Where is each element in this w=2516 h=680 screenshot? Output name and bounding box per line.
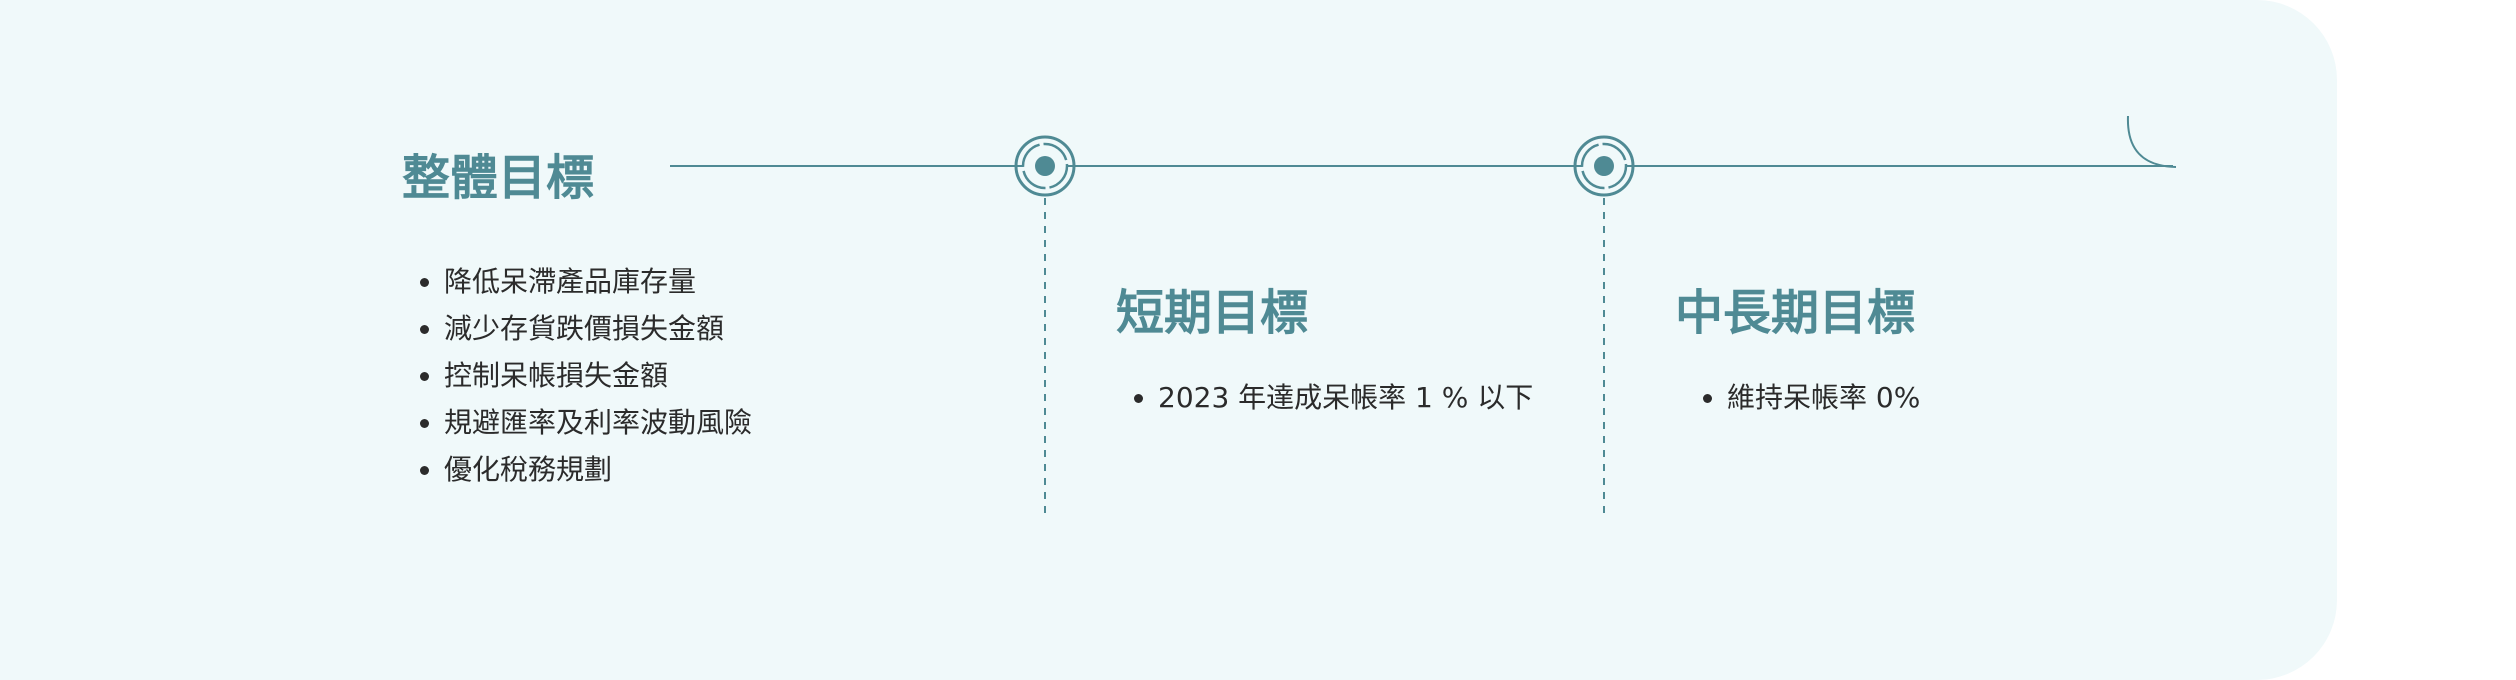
timeline-node-1 [1014, 135, 1076, 197]
list-item: 降低呆滯產品庫存量 [444, 258, 752, 305]
long-term-goal-list: 維持呆帳率 0% [1693, 378, 1920, 418]
short-term-goal-list: 2023 年達成呆帳率 1 % 以下 [1124, 378, 1533, 418]
heading-short-term-goal: 短期目標 [1116, 285, 1309, 341]
list-item: 優化稅務規劃 [444, 446, 752, 493]
timeline-end-curve [2126, 115, 2177, 168]
list-item: 控制呆帳損失金額 [444, 352, 752, 399]
heading-overall-goal: 整體目標 [402, 150, 595, 206]
list-item: 維持呆帳率 0% [1727, 378, 1920, 418]
content-panel [0, 0, 2337, 680]
timeline-node-2 [1573, 135, 1635, 197]
list-item: 2023 年達成呆帳率 1 % 以下 [1158, 378, 1533, 418]
list-item: 規避匯率及利率波動風險 [444, 399, 752, 446]
heading-long-term-goal: 中長期目標 [1675, 285, 1916, 341]
overall-goal-list: 降低呆滯產品庫存量 減少存貨跌價損失金額 控制呆帳損失金額 規避匯率及利率波動風… [410, 258, 752, 493]
list-item: 減少存貨跌價損失金額 [444, 305, 752, 352]
